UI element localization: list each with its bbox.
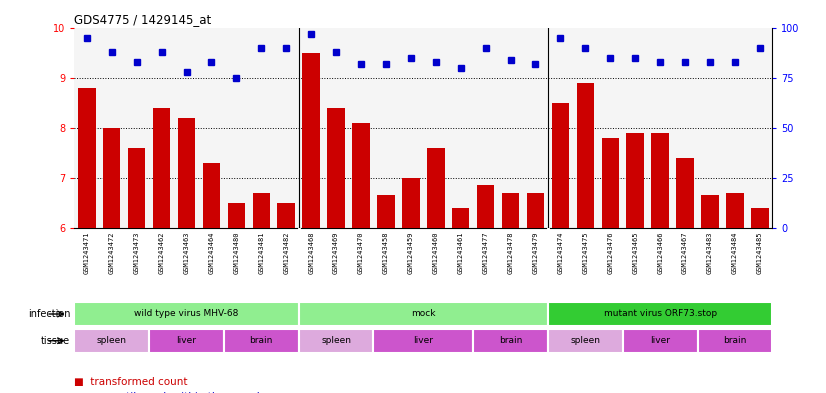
Bar: [302, 53, 320, 228]
Bar: [103, 128, 121, 228]
Bar: [623, 329, 697, 353]
Bar: [427, 148, 444, 228]
Bar: [402, 178, 420, 228]
Text: GSM1243480: GSM1243480: [234, 231, 240, 274]
Text: GSM1243485: GSM1243485: [757, 231, 763, 274]
Text: GSM1243460: GSM1243460: [433, 231, 439, 274]
Text: tissue: tissue: [41, 336, 70, 346]
Text: spleen: spleen: [571, 336, 601, 345]
Bar: [153, 108, 170, 228]
Text: spleen: spleen: [97, 336, 126, 345]
Text: GSM1243477: GSM1243477: [482, 231, 489, 274]
Bar: [128, 148, 145, 228]
Bar: [552, 103, 569, 228]
Bar: [299, 302, 548, 326]
Bar: [78, 88, 96, 228]
Bar: [278, 203, 295, 228]
Text: infection: infection: [28, 309, 70, 319]
Bar: [228, 203, 245, 228]
Text: ■  transformed count: ■ transformed count: [74, 376, 188, 387]
Bar: [548, 302, 772, 326]
Text: GDS4775 / 1429145_at: GDS4775 / 1429145_at: [74, 13, 211, 26]
Bar: [352, 123, 370, 228]
Bar: [178, 118, 195, 228]
Text: ■  percentile rank within the sample: ■ percentile rank within the sample: [74, 392, 267, 393]
Text: brain: brain: [724, 336, 747, 345]
Bar: [601, 138, 619, 228]
Text: GSM1243461: GSM1243461: [458, 231, 463, 274]
Text: liver: liver: [650, 336, 670, 345]
Text: liver: liver: [177, 336, 197, 345]
Text: liver: liver: [413, 336, 434, 345]
Text: wild type virus MHV-68: wild type virus MHV-68: [135, 309, 239, 318]
Text: GSM1243468: GSM1243468: [308, 231, 314, 274]
Text: GSM1243458: GSM1243458: [383, 231, 389, 274]
Bar: [74, 302, 299, 326]
Text: GSM1243463: GSM1243463: [183, 231, 189, 274]
Bar: [726, 193, 743, 228]
Text: GSM1243473: GSM1243473: [134, 231, 140, 274]
Text: GSM1243467: GSM1243467: [682, 231, 688, 274]
Text: GSM1243466: GSM1243466: [657, 231, 663, 274]
Text: GSM1243469: GSM1243469: [333, 231, 339, 274]
Bar: [224, 329, 299, 353]
Text: GSM1243478: GSM1243478: [507, 231, 514, 274]
Text: GSM1243459: GSM1243459: [408, 231, 414, 274]
Bar: [697, 329, 772, 353]
Text: GSM1243475: GSM1243475: [582, 231, 588, 274]
Bar: [452, 208, 469, 228]
Text: GSM1243481: GSM1243481: [259, 231, 264, 274]
Bar: [299, 329, 373, 353]
Bar: [548, 329, 623, 353]
Bar: [626, 133, 644, 228]
Text: mock: mock: [411, 309, 435, 318]
Bar: [527, 193, 544, 228]
Text: GSM1243471: GSM1243471: [83, 231, 90, 274]
Text: mutant virus ORF73.stop: mutant virus ORF73.stop: [604, 309, 717, 318]
Text: GSM1243465: GSM1243465: [632, 231, 638, 274]
Bar: [377, 195, 395, 228]
Text: brain: brain: [499, 336, 522, 345]
Bar: [202, 163, 221, 228]
Bar: [751, 208, 768, 228]
Text: GSM1243464: GSM1243464: [208, 231, 215, 274]
Bar: [253, 193, 270, 228]
Bar: [150, 329, 224, 353]
Text: spleen: spleen: [321, 336, 351, 345]
Bar: [676, 158, 694, 228]
Text: GSM1243476: GSM1243476: [607, 231, 613, 274]
Bar: [373, 329, 473, 353]
Bar: [74, 329, 150, 353]
Bar: [473, 329, 548, 353]
Text: GSM1243482: GSM1243482: [283, 231, 289, 274]
Bar: [652, 133, 669, 228]
Text: GSM1243470: GSM1243470: [358, 231, 364, 274]
Text: GSM1243462: GSM1243462: [159, 231, 164, 274]
Bar: [577, 83, 594, 228]
Text: GSM1243483: GSM1243483: [707, 231, 713, 274]
Bar: [477, 185, 495, 228]
Text: GSM1243484: GSM1243484: [732, 231, 738, 274]
Text: brain: brain: [249, 336, 273, 345]
Text: GSM1243479: GSM1243479: [533, 231, 539, 274]
Bar: [327, 108, 344, 228]
Text: GSM1243474: GSM1243474: [558, 231, 563, 274]
Bar: [701, 195, 719, 228]
Text: GSM1243472: GSM1243472: [109, 231, 115, 274]
Bar: [502, 193, 520, 228]
